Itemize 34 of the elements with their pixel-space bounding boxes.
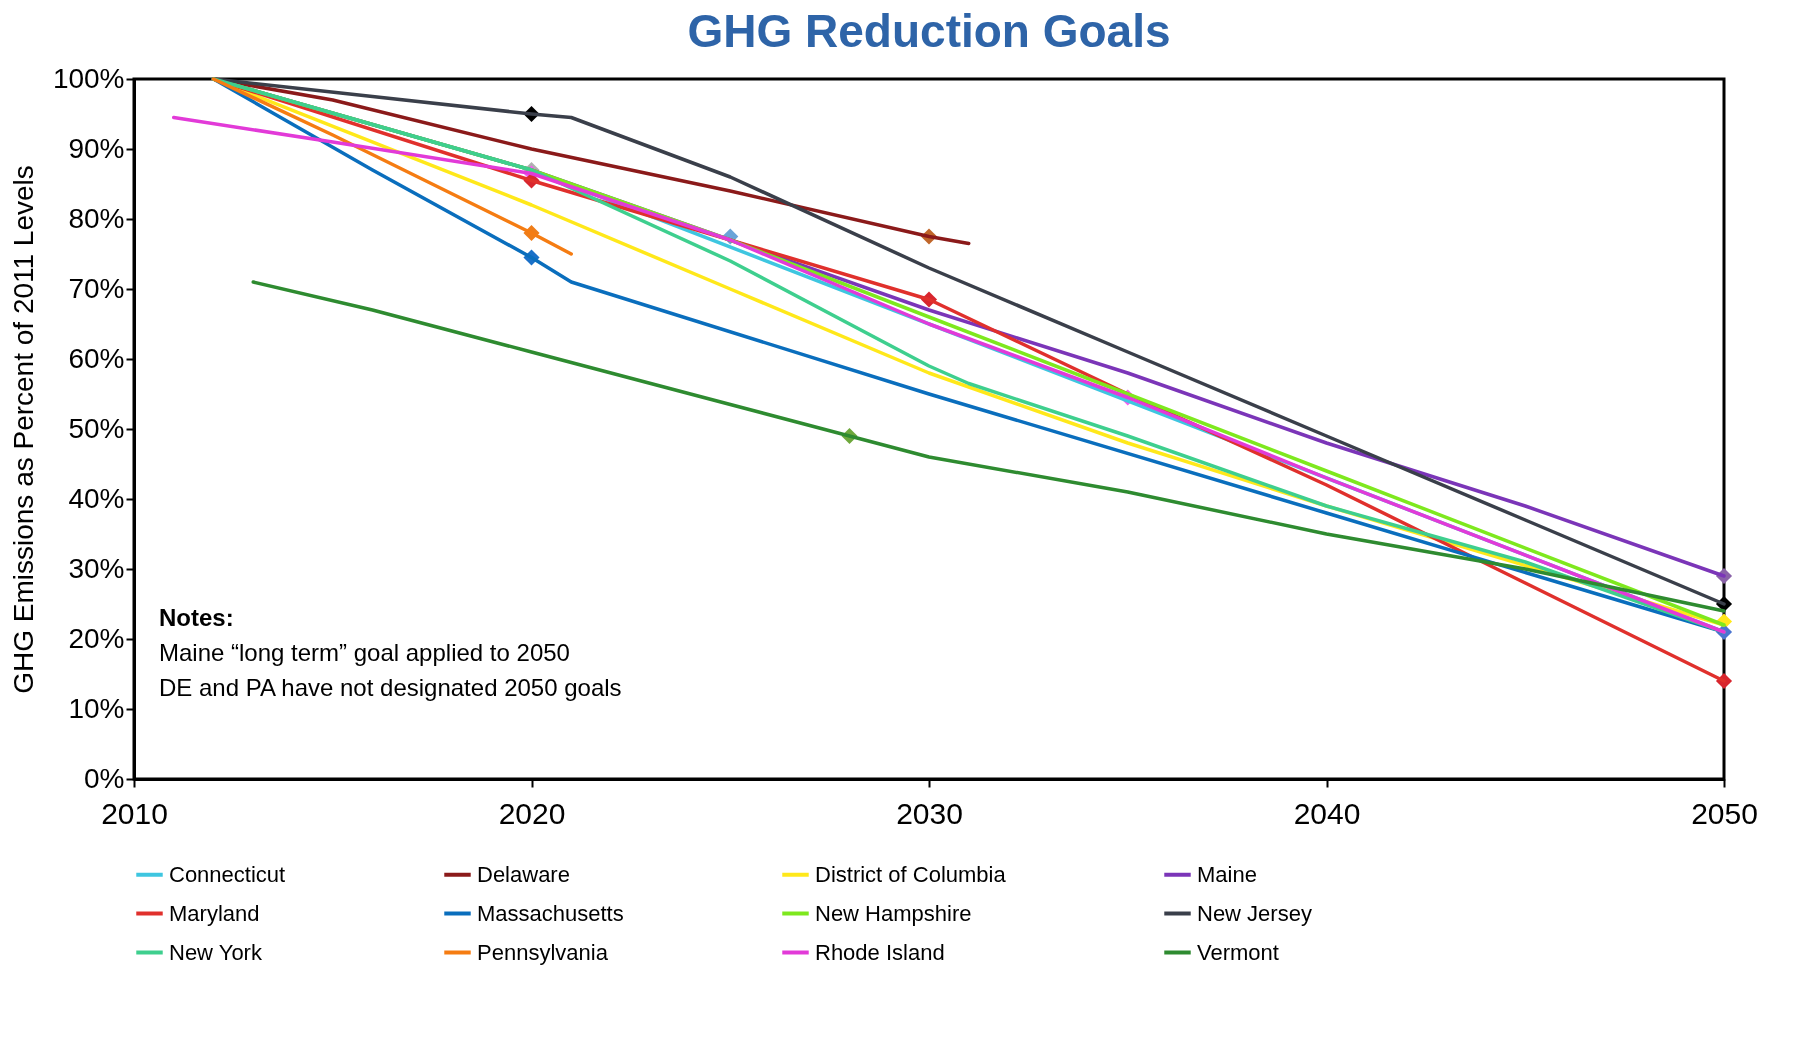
annotation: Maine “long term” goal applied to 2050 <box>159 639 570 666</box>
y-tick-label: 0% <box>84 762 125 794</box>
y-tick-label: 20% <box>68 622 125 654</box>
y-tick-label: 40% <box>68 482 125 514</box>
y-tick-label: 10% <box>68 692 125 724</box>
y-tick-label: 70% <box>68 272 125 304</box>
line-series <box>211 77 573 256</box>
legend-label: Maine <box>1197 861 1257 887</box>
x-tick-label: 2020 <box>498 796 566 830</box>
legend-label: Vermont <box>1197 939 1279 965</box>
legend-label: Maryland <box>169 900 260 926</box>
y-tick-label: 80% <box>68 202 125 234</box>
y-tick-label: 100% <box>52 62 125 94</box>
y-axis-title: GHG Emissions as Percent of 2011 Levels <box>7 165 39 694</box>
y-tick-label: 30% <box>68 552 125 584</box>
x-tick-label: 2010 <box>101 796 168 830</box>
legend-label: Connecticut <box>169 861 286 887</box>
legend-label: Delaware <box>477 861 570 887</box>
legend-label: New Hampshire <box>815 900 972 926</box>
y-tick-label: 90% <box>68 132 125 164</box>
chart-title: GHG Reduction Goals <box>687 5 1171 57</box>
x-tick-label: 2050 <box>1691 796 1758 830</box>
x-tick-label: 2030 <box>896 796 963 830</box>
legend-label: New Jersey <box>1197 900 1312 926</box>
annotation: Notes: <box>159 604 234 631</box>
legend-label: Pennsylvania <box>477 939 609 965</box>
annotation: DE and PA have not designated 2050 goals <box>159 674 622 701</box>
legend-label: Massachusetts <box>477 900 624 926</box>
legend-label: New York <box>169 939 263 965</box>
x-tick-label: 2040 <box>1293 796 1361 830</box>
legend-label: District of Columbia <box>815 861 1007 887</box>
legend-label: Rhode Island <box>815 939 945 965</box>
y-tick-label: 60% <box>68 342 125 374</box>
y-tick-label: 50% <box>68 412 125 444</box>
